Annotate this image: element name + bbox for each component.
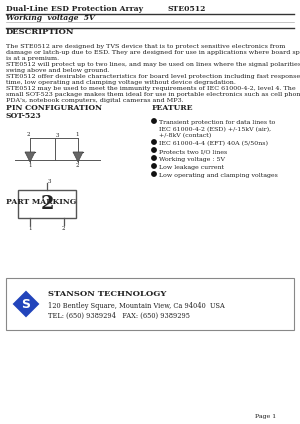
Text: 1: 1: [28, 163, 31, 168]
Text: Low leakage current: Low leakage current: [159, 165, 224, 170]
Circle shape: [152, 140, 156, 144]
Text: STE0512: STE0512: [168, 5, 206, 13]
Text: STE0512 offer desirable characteristics for board level protection including fas: STE0512 offer desirable characteristics …: [6, 74, 300, 85]
Text: Low operating and clamping voltages: Low operating and clamping voltages: [159, 173, 278, 178]
Text: S: S: [22, 298, 31, 310]
Text: DESCRIPTION: DESCRIPTION: [6, 28, 74, 36]
Circle shape: [152, 156, 156, 160]
Text: The STE0512 are designed by TVS device that is to protect sensitive electronics : The STE0512 are designed by TVS device t…: [6, 44, 300, 61]
Text: PART MARKING: PART MARKING: [6, 198, 76, 206]
Text: STE0512 will protect up to two lines, and may be used on lines where the signal : STE0512 will protect up to two lines, an…: [6, 62, 300, 73]
Text: 3: 3: [48, 179, 52, 184]
Text: 2: 2: [27, 132, 31, 137]
Text: 3: 3: [56, 133, 59, 138]
Text: Transient protection for data lines to: Transient protection for data lines to: [159, 120, 275, 125]
FancyBboxPatch shape: [18, 190, 76, 218]
Text: Dual-Line ESD Protection Array: Dual-Line ESD Protection Array: [6, 5, 143, 13]
Polygon shape: [73, 152, 83, 162]
Text: TEL: (650) 9389294   FAX: (650) 9389295: TEL: (650) 9389294 FAX: (650) 9389295: [48, 312, 190, 320]
Text: 1: 1: [28, 226, 31, 231]
Text: FEATURE: FEATURE: [152, 104, 194, 112]
Circle shape: [152, 148, 156, 152]
Circle shape: [152, 172, 156, 176]
Text: +/-8kV (contact): +/-8kV (contact): [159, 133, 211, 138]
Polygon shape: [12, 290, 40, 318]
Text: Working voltage : 5V: Working voltage : 5V: [159, 157, 225, 162]
Text: 2: 2: [40, 195, 54, 213]
Text: STE0512 may be used to meet the immunity requirements of IEC 61000-4-2, level 4.: STE0512 may be used to meet the immunity…: [6, 86, 300, 103]
Circle shape: [152, 164, 156, 168]
Text: Working  voltage  5V: Working voltage 5V: [6, 14, 95, 22]
Text: SOT-523: SOT-523: [6, 112, 42, 120]
Circle shape: [152, 119, 156, 123]
Text: Protects two I/O lines: Protects two I/O lines: [159, 149, 227, 154]
Text: PIN CONFIGURATION: PIN CONFIGURATION: [6, 104, 102, 112]
Text: 120 Bentley Square, Mountain View, Ca 94040  USA: 120 Bentley Square, Mountain View, Ca 94…: [48, 302, 225, 310]
Text: 2: 2: [76, 163, 80, 168]
FancyBboxPatch shape: [6, 278, 294, 330]
Text: IEC 61000-4-2 (ESD) +/-15kV (air),: IEC 61000-4-2 (ESD) +/-15kV (air),: [159, 126, 271, 131]
Polygon shape: [25, 152, 35, 162]
Text: 2: 2: [62, 226, 65, 231]
Text: 1: 1: [75, 132, 79, 137]
Text: IEC 61000-4-4 (EFT) 40A (5/50ns): IEC 61000-4-4 (EFT) 40A (5/50ns): [159, 141, 268, 146]
Text: Page 1: Page 1: [255, 414, 276, 419]
Text: STANSON TECHNOLOGY: STANSON TECHNOLOGY: [48, 290, 166, 298]
